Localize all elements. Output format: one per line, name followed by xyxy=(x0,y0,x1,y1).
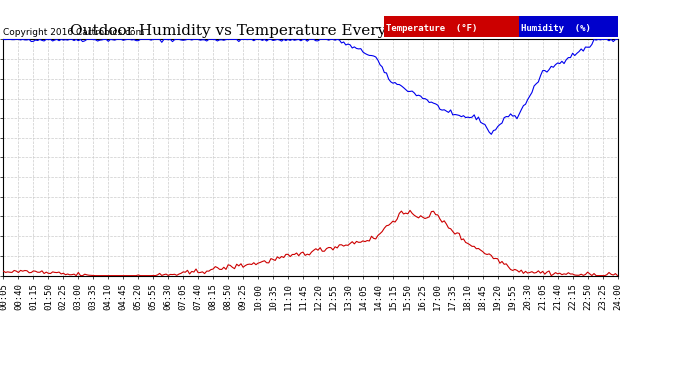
FancyBboxPatch shape xyxy=(384,16,520,37)
FancyBboxPatch shape xyxy=(520,16,618,37)
Title: Outdoor Humidity vs Temperature Every 5 Minutes 20160511: Outdoor Humidity vs Temperature Every 5 … xyxy=(70,24,551,38)
Text: Humidity  (%): Humidity (%) xyxy=(521,24,591,33)
Text: Temperature  (°F): Temperature (°F) xyxy=(386,24,477,33)
Text: Copyright 2016 Cartronics.com: Copyright 2016 Cartronics.com xyxy=(3,28,145,37)
